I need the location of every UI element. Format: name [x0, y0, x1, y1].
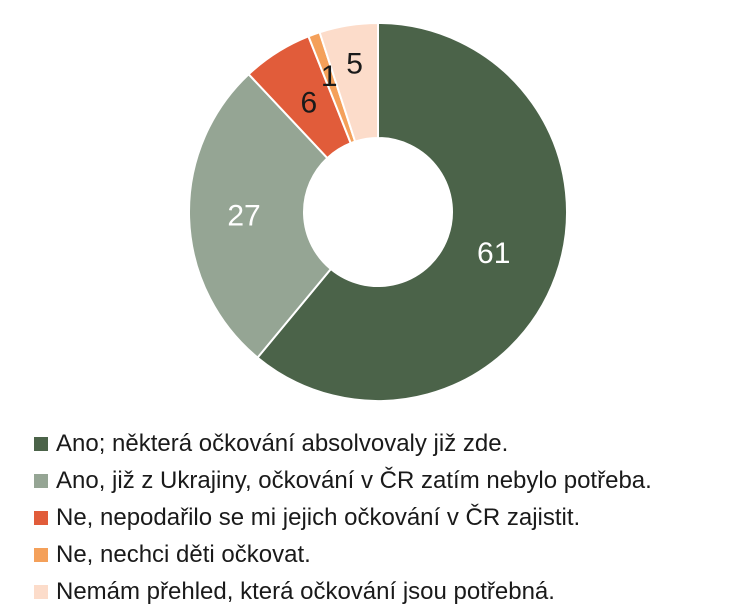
legend-label: Ne, nepodařilo se mi jejich očkování v Č… [56, 503, 581, 531]
data-label-3: 6 [301, 87, 318, 120]
data-label-2: 27 [227, 200, 260, 233]
data-label-5: 5 [346, 47, 363, 80]
legend-label: Nemám přehled, která očkování jsou potře… [56, 577, 555, 605]
legend-swatch [34, 584, 48, 599]
legend-label: Ne, nechci děti očkovat. [56, 540, 311, 568]
donut-slices [188, 21, 568, 402]
legend-item-3: Ne, nepodařilo se mi jejich očkování v Č… [34, 499, 652, 536]
legend-swatch [34, 436, 48, 451]
chart-legend: Ano; některá očkování absolvovaly již zd… [34, 425, 652, 610]
legend-label: Ano; některá očkování absolvovaly již zd… [56, 429, 509, 457]
legend-swatch [34, 510, 48, 525]
donut-slice-1 [256, 21, 568, 402]
data-label-4: 1 [321, 60, 338, 93]
donut-slice-5 [318, 21, 379, 143]
legend-item-5: Nemám přehled, která očkování jsou potře… [34, 573, 652, 610]
legend-label: Ano, již z Ukrajiny, očkování v ČR zatím… [56, 466, 652, 494]
donut-slice-2 [188, 72, 333, 360]
legend-item-4: Ne, nechci děti očkovat. [34, 536, 652, 573]
legend-item-1: Ano; některá očkování absolvovaly již zd… [34, 425, 652, 462]
data-label-1: 61 [477, 237, 510, 270]
legend-swatch [34, 547, 48, 562]
legend-swatch [34, 473, 48, 488]
legend-item-2: Ano, již z Ukrajiny, očkování v ČR zatím… [34, 462, 652, 499]
